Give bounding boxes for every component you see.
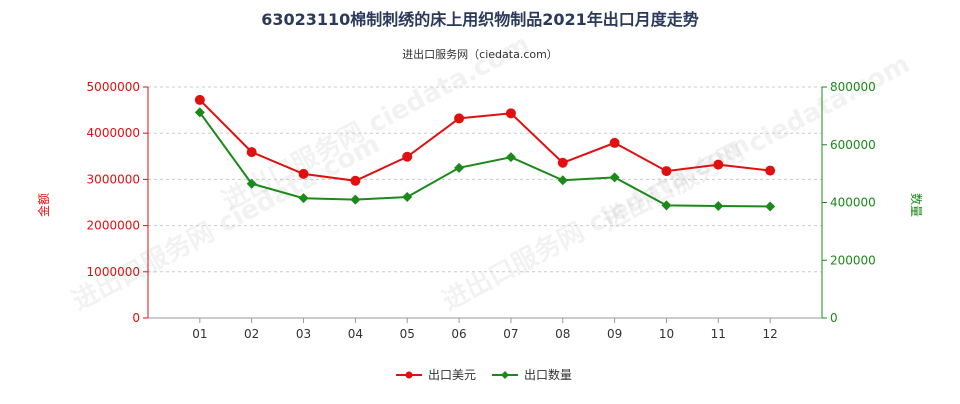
grid-layer (148, 86, 822, 273)
watermark-layer: 进出口服务网 ciedata.com 进出口服务网 ciedata.com进出口服… (68, 29, 915, 317)
y-left-label: 金额 (36, 193, 51, 217)
data-point (713, 200, 724, 211)
y-left-tick-label: 0 (132, 311, 140, 325)
data-point (246, 147, 257, 158)
legend: 出口美元 出口数量 (396, 367, 572, 382)
watermark-text: 进出口服务网 ciedata.com (218, 29, 535, 217)
x-tick-label: 08 (555, 327, 570, 341)
y-right-label: 数量 (909, 193, 924, 217)
series-line (199, 99, 771, 182)
legend-entry: 出口数量 (524, 367, 572, 382)
data-point (454, 162, 465, 173)
data-point (557, 157, 568, 168)
series-layer (194, 94, 776, 212)
data-point (350, 175, 361, 186)
data-point (661, 200, 672, 211)
y-left-tick-label: 5000000 (87, 80, 140, 94)
data-point (713, 159, 724, 170)
data-point (298, 193, 309, 204)
data-point (454, 113, 465, 124)
data-point (505, 152, 516, 163)
y-right-tick-label: 800000 (830, 80, 876, 94)
data-point (765, 201, 776, 212)
y-right-tick-label: 400000 (830, 196, 876, 210)
chart-title: 63023110棉制刺绣的床上用织物制品2021年出口月度走势 (261, 10, 699, 29)
legend-marker (405, 371, 413, 379)
x-tick-label: 12 (763, 327, 778, 341)
y-right-tick-label: 200000 (830, 253, 876, 267)
y-right-tick-label: 0 (830, 311, 838, 325)
data-point (609, 137, 620, 148)
legend-marker (501, 371, 509, 379)
series-line (198, 111, 771, 208)
data-point (194, 94, 205, 105)
data-point (505, 108, 516, 119)
data-point (298, 168, 309, 179)
data-point (661, 166, 672, 177)
x-tick-label: 02 (244, 327, 259, 341)
x-tick-label: 07 (503, 327, 518, 341)
x-tick-label: 05 (400, 327, 415, 341)
data-point (194, 107, 205, 118)
x-tick-label: 10 (659, 327, 674, 341)
chart-subtitle: 进出口服务网（ciedata.com） (402, 47, 558, 61)
data-point (609, 172, 620, 183)
x-tick-label: 11 (711, 327, 726, 341)
x-tick-label: 06 (451, 327, 466, 341)
data-point (402, 151, 413, 162)
x-tick-label: 01 (192, 327, 207, 341)
y-left-tick-label: 4000000 (87, 126, 140, 140)
y-right-tick-label: 600000 (830, 138, 876, 152)
y-left-tick-label: 3000000 (87, 172, 140, 186)
x-tick-label: 09 (607, 327, 622, 341)
axes-layer: 0100000020000003000000400000050000000200… (87, 80, 876, 341)
x-tick-label: 03 (296, 327, 311, 341)
data-point (350, 194, 361, 205)
x-tick-label: 04 (348, 327, 363, 341)
data-point (557, 175, 568, 186)
y-left-tick-label: 1000000 (87, 265, 140, 279)
y-left-tick-label: 2000000 (87, 219, 140, 233)
legend-entry: 出口美元 (428, 368, 476, 382)
data-point (402, 192, 413, 203)
data-point (765, 165, 776, 176)
data-point (246, 178, 257, 189)
